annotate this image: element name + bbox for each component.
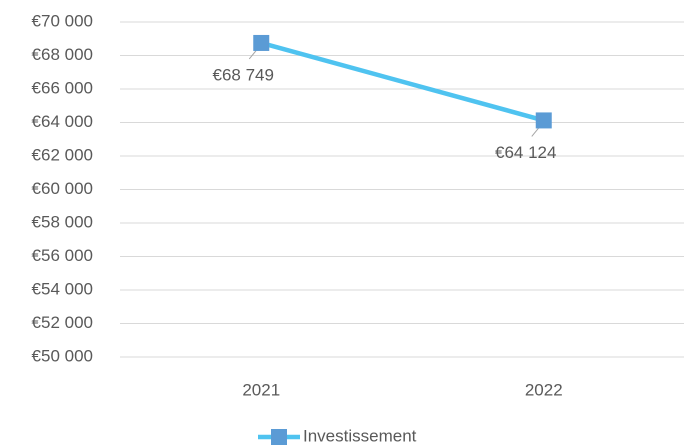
x-tick-label: 2022: [525, 380, 563, 399]
y-tick-label: €70 000: [32, 11, 93, 30]
data-label: €68 749: [213, 65, 274, 84]
marker: [535, 112, 552, 129]
y-tick-label: €56 000: [32, 246, 93, 265]
y-tick-label: €62 000: [32, 145, 93, 164]
y-tick-label: €54 000: [32, 279, 93, 298]
y-tick-label: €60 000: [32, 179, 93, 198]
data-label: €64 124: [495, 143, 556, 162]
series-line: [260, 40, 545, 123]
y-tick-label: €52 000: [32, 313, 93, 332]
x-tick-label: 2021: [242, 380, 280, 399]
marker: [253, 34, 270, 51]
legend-marker: [271, 429, 287, 445]
y-tick-label: €50 000: [32, 346, 93, 365]
legend-label: Investissement: [303, 426, 417, 445]
y-tick-label: €68 000: [32, 45, 93, 64]
y-tick-label: €64 000: [32, 112, 93, 131]
y-tick-label: €66 000: [32, 78, 93, 97]
y-tick-label: €58 000: [32, 212, 93, 231]
